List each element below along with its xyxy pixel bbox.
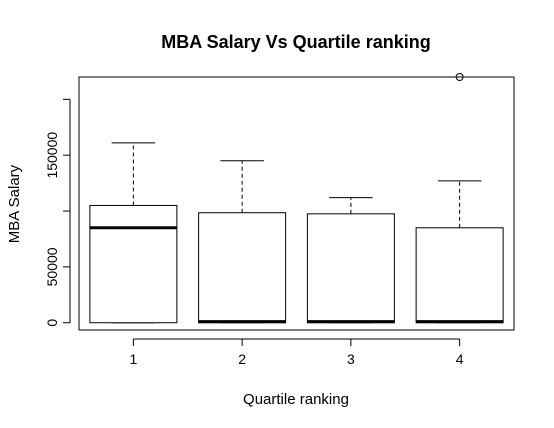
iqr-box <box>415 227 504 324</box>
x-tick-label: 3 <box>347 351 355 367</box>
iqr-box <box>198 212 287 324</box>
y-tick-label: 150000 <box>44 132 60 179</box>
plot-frame <box>78 76 515 331</box>
y-axis-label: MBA Salary <box>6 164 23 243</box>
iqr-box <box>306 213 395 324</box>
box-3 <box>306 197 395 324</box>
x-axis: 1 2 3 4 <box>129 338 464 367</box>
box-4 <box>415 73 504 324</box>
x-tick-label: 1 <box>129 351 137 367</box>
boxes-group <box>89 73 504 324</box>
y-tick-label: 50000 <box>44 247 60 286</box>
x-tick-label: 2 <box>238 351 246 367</box>
chart-title: MBA Salary Vs Quartile ranking <box>161 32 430 52</box>
x-tick-label: 4 <box>456 351 464 367</box>
y-tick-label: 0 <box>44 319 60 327</box>
outlier-point <box>455 73 464 81</box>
box-2 <box>198 160 287 324</box>
box-1 <box>89 142 178 324</box>
y-axis: 0 50000 150000 <box>44 98 71 327</box>
iqr-box <box>89 204 178 324</box>
x-axis-label: Quartile ranking <box>243 391 349 408</box>
